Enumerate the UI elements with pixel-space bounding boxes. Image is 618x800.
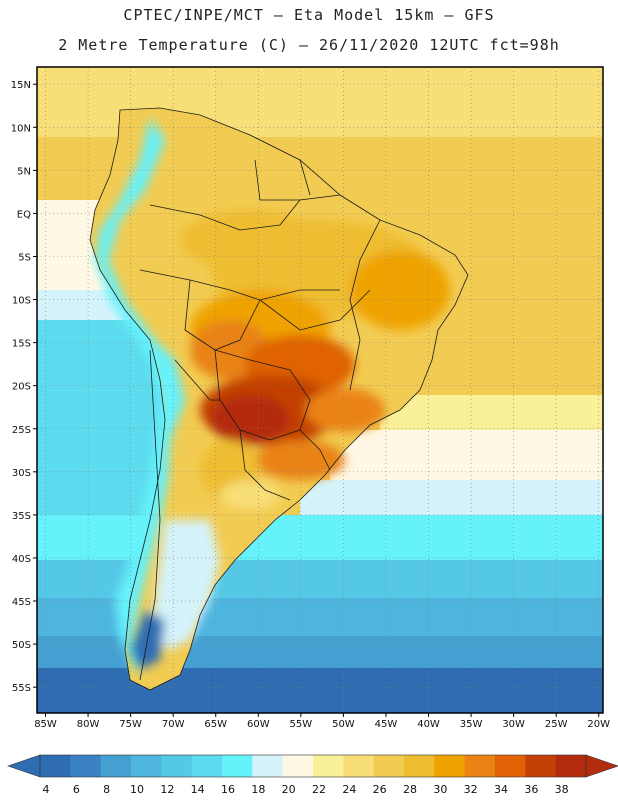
colorbar-label: 26 — [373, 783, 387, 796]
colorbar-segment — [404, 755, 435, 777]
colorbar-segment — [191, 755, 223, 777]
colorbar-label: 22 — [312, 783, 326, 796]
colorbar-label: 8 — [103, 783, 110, 796]
lat-tick-label: 50S — [12, 640, 31, 651]
lat-tick-label: 5S — [18, 252, 31, 263]
colorbar-segment — [464, 755, 496, 777]
colorbar-label: 18 — [251, 783, 265, 796]
colorbar-label: 6 — [73, 783, 80, 796]
atlantic-band-24 — [380, 395, 603, 435]
longitude-axis: 85W 80W 75W 70W 65W 60W 55W 50W 45W 40W 35W 30W 25W 2… — [34, 713, 610, 730]
lat-tick-label: 10S — [12, 296, 31, 307]
lat-tick-label: 20S — [12, 382, 31, 393]
colorbar-label: 14 — [191, 783, 205, 796]
colorbar-segment — [100, 755, 132, 777]
colorbar-segment — [131, 755, 162, 777]
colorbar-label: 34 — [494, 783, 508, 796]
colorbar-label: 32 — [464, 783, 478, 796]
colorbar-segment — [343, 755, 375, 777]
lat-tick-label: 10N — [11, 123, 31, 134]
lat-tick-label: 25S — [12, 425, 31, 436]
lon-tick-label: 85W — [34, 719, 57, 730]
atlantic-band-16 — [37, 515, 603, 565]
chart-title-line-1: CPTEC/INPE/MCT – Eta Model 15km – GFS — [123, 6, 495, 24]
colorbar-extend-low — [7, 754, 41, 778]
lon-tick-label: 60W — [247, 719, 270, 730]
colorbar-label: 36 — [524, 783, 538, 796]
colorbar-segment — [282, 755, 314, 777]
colorbar-label: 4 — [43, 783, 50, 796]
colorbar-segment — [434, 755, 466, 777]
lon-tick-label: 80W — [77, 719, 100, 730]
lat-tick-label: 55S — [12, 683, 31, 694]
country-borders — [89, 107, 469, 691]
colorbar-label: 28 — [403, 783, 417, 796]
lat-tick-label: 5N — [17, 166, 31, 177]
lon-tick-label: 55W — [290, 719, 313, 730]
temperature-field — [37, 67, 603, 713]
lon-tick-label: 40W — [417, 719, 440, 730]
colorbar-segment — [222, 755, 253, 777]
lon-tick-label: 70W — [162, 719, 185, 730]
colorbar-segment — [495, 755, 526, 777]
lat-tick-label: 30S — [12, 468, 31, 479]
lon-tick-label: 65W — [204, 719, 227, 730]
colorbar-label: 16 — [221, 783, 235, 796]
colorbar-segment — [40, 755, 71, 777]
colorbar-label: 10 — [130, 783, 144, 796]
colorbar-extend-high — [585, 754, 618, 778]
atlantic-band-4 — [37, 668, 603, 713]
colorbar-segment — [525, 755, 557, 777]
colorbar-segment — [252, 755, 284, 777]
lon-tick-label: 75W — [119, 719, 142, 730]
lon-tick-label: 45W — [375, 719, 398, 730]
colorbar-label: 24 — [342, 783, 356, 796]
colorbar-segment — [373, 755, 405, 777]
atlantic-band-20 — [330, 430, 603, 485]
colorbar-label: 20 — [282, 783, 296, 796]
colorbar-segment — [313, 755, 344, 777]
colorbar-segment — [70, 755, 102, 777]
lon-tick-label: 25W — [545, 719, 568, 730]
lat-tick-label: 40S — [12, 554, 31, 565]
lat-tick-label: 45S — [12, 597, 31, 608]
chart-title-line-2: 2 Metre Temperature (C) – 26/11/2020 12U… — [58, 36, 560, 54]
colorbar-segment — [555, 755, 587, 777]
colorbar-label: 38 — [555, 783, 569, 796]
colorbar: 4 6 8 10 12 14 16 18 20 22 24 26 28 30 32 34 36 38 — [7, 754, 618, 796]
lat-tick-label: 35S — [12, 511, 31, 522]
colorbar-label: 30 — [433, 783, 447, 796]
lon-tick-label: 30W — [502, 719, 525, 730]
lat-tick-label: 15N — [11, 80, 31, 91]
map-frame — [36, 66, 604, 714]
lon-tick-label: 35W — [460, 719, 483, 730]
warm-anomalies — [180, 210, 450, 510]
lon-tick-label: 50W — [332, 719, 355, 730]
lat-tick-label: 15S — [12, 339, 31, 350]
atlantic-band-18 — [300, 480, 603, 520]
colorbar-label: 12 — [160, 783, 174, 796]
colorbar-frame — [39, 754, 587, 778]
colorbar-segment — [161, 755, 193, 777]
lon-tick-label: 20W — [587, 719, 610, 730]
latitude-axis: 15N 10N 5N EQ 5S 10S 15S 20S 25S 30S 35S 40S 45S 50S 5… — [11, 80, 37, 694]
lat-tick-label: EQ — [17, 209, 31, 220]
